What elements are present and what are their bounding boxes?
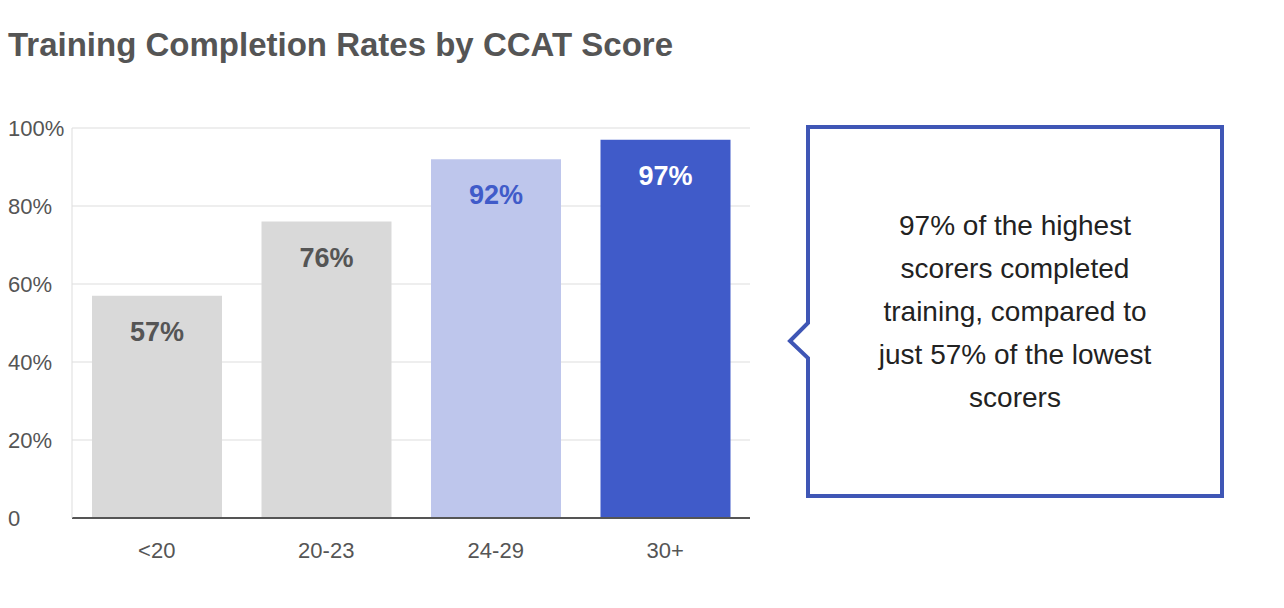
svg-text:80%: 80% (8, 194, 52, 219)
svg-text:40%: 40% (8, 350, 52, 375)
svg-text:0: 0 (8, 506, 20, 531)
svg-text:97%: 97% (638, 161, 692, 191)
svg-text:60%: 60% (8, 272, 52, 297)
svg-text:92%: 92% (469, 180, 523, 210)
svg-text:100%: 100% (8, 116, 64, 141)
html-text:Training Completion Rates by C: Training Completion Rates by CCAT Score (8, 26, 673, 63)
svg-text:76%: 76% (299, 243, 353, 273)
svg-text:57%: 57% (130, 317, 184, 347)
svg-text:<20: <20 (138, 538, 175, 563)
svg-text:20%: 20% (8, 428, 52, 453)
html-text:97% of the highest scorers com: 97% of the highest scorers completed tra… (878, 210, 1152, 413)
svg-text:24-29: 24-29 (468, 538, 524, 563)
svg-text:20-23: 20-23 (298, 538, 354, 563)
svg-text:30+: 30+ (647, 538, 684, 563)
